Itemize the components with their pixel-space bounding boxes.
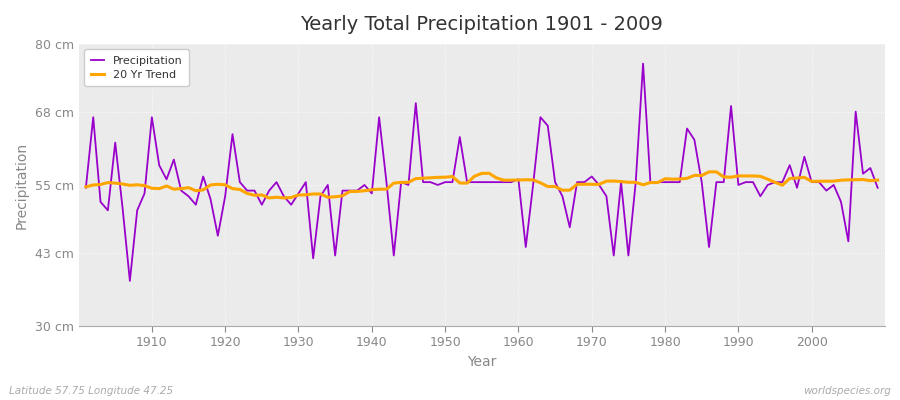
20 Yr Trend <box>704 170 715 174</box>
Title: Yearly Total Precipitation 1901 - 2009: Yearly Total Precipitation 1901 - 2009 <box>301 15 663 34</box>
Legend: Precipitation, 20 Yr Trend: Precipitation, 20 Yr Trend <box>84 50 189 86</box>
20 Yr Trend <box>872 178 883 182</box>
20 Yr Trend <box>264 196 274 200</box>
Precipitation <box>638 61 649 66</box>
Precipitation <box>147 115 158 120</box>
Precipitation <box>124 278 135 283</box>
Text: worldspecies.org: worldspecies.org <box>803 386 891 396</box>
Precipitation <box>608 253 619 258</box>
20 Yr Trend <box>352 189 363 194</box>
Precipitation <box>80 185 91 190</box>
Precipitation <box>520 245 531 250</box>
20 Yr Trend <box>513 178 524 182</box>
Precipitation <box>872 185 883 190</box>
Line: Precipitation: Precipitation <box>86 64 878 281</box>
Y-axis label: Precipitation: Precipitation <box>15 141 29 228</box>
Precipitation <box>308 256 319 261</box>
X-axis label: Year: Year <box>467 355 497 369</box>
20 Yr Trend <box>520 177 531 182</box>
20 Yr Trend <box>308 192 319 196</box>
Precipitation <box>513 177 524 182</box>
Line: 20 Yr Trend: 20 Yr Trend <box>86 172 878 198</box>
20 Yr Trend <box>140 183 150 188</box>
Text: Latitude 57.75 Longitude 47.25: Latitude 57.75 Longitude 47.25 <box>9 386 173 396</box>
20 Yr Trend <box>608 179 619 184</box>
20 Yr Trend <box>80 184 91 189</box>
Precipitation <box>352 188 363 193</box>
